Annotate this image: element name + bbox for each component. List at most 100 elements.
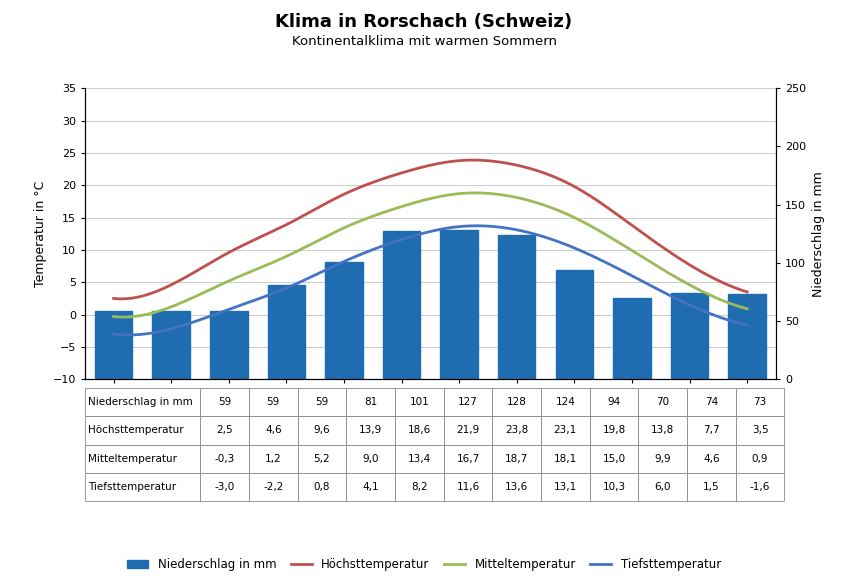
- Bar: [687, 388, 736, 416]
- Bar: [298, 416, 346, 445]
- Bar: [444, 473, 493, 501]
- Bar: [493, 388, 541, 416]
- Text: 3,5: 3,5: [751, 425, 768, 436]
- Bar: [346, 416, 395, 445]
- Text: -1,6: -1,6: [750, 482, 770, 492]
- Bar: [200, 473, 249, 501]
- Text: 2,5: 2,5: [216, 425, 233, 436]
- Bar: [326, 262, 363, 379]
- Bar: [613, 298, 650, 379]
- Text: 101: 101: [410, 397, 429, 407]
- Bar: [541, 445, 589, 473]
- Legend: Niederschlag in mm, Höchsttemperatur, Mitteltemperatur, Tiefsttemperatur: Niederschlag in mm, Höchsttemperatur, Mi…: [122, 554, 726, 576]
- Text: 124: 124: [555, 397, 575, 407]
- Text: 8,2: 8,2: [411, 482, 427, 492]
- Text: 10,3: 10,3: [602, 482, 626, 492]
- Text: 13,4: 13,4: [408, 453, 431, 464]
- Text: 9,0: 9,0: [362, 453, 379, 464]
- Y-axis label: Niederschlag in mm: Niederschlag in mm: [812, 171, 824, 296]
- Bar: [493, 473, 541, 501]
- Text: Kontinentalklima mit warmen Sommern: Kontinentalklima mit warmen Sommern: [292, 35, 556, 48]
- Text: Tiefsttemperatur: Tiefsttemperatur: [88, 482, 176, 492]
- Bar: [589, 416, 639, 445]
- Bar: [395, 445, 444, 473]
- Bar: [249, 416, 298, 445]
- Bar: [639, 445, 687, 473]
- Text: 73: 73: [753, 397, 767, 407]
- Bar: [671, 293, 708, 379]
- Text: 13,9: 13,9: [359, 425, 382, 436]
- Text: 74: 74: [705, 397, 718, 407]
- Text: 4,1: 4,1: [362, 482, 379, 492]
- Text: Klima in Rorschach (Schweiz): Klima in Rorschach (Schweiz): [276, 13, 572, 31]
- Bar: [200, 445, 249, 473]
- Text: 0,8: 0,8: [314, 482, 330, 492]
- Bar: [85, 473, 200, 501]
- Bar: [85, 445, 200, 473]
- Bar: [555, 270, 593, 379]
- Bar: [395, 388, 444, 416]
- Bar: [493, 445, 541, 473]
- Bar: [736, 445, 784, 473]
- Bar: [210, 310, 248, 379]
- Text: 19,8: 19,8: [602, 425, 626, 436]
- Bar: [200, 416, 249, 445]
- Text: 70: 70: [656, 397, 669, 407]
- Text: 0,9: 0,9: [752, 453, 768, 464]
- Text: 4,6: 4,6: [265, 425, 282, 436]
- Text: 18,6: 18,6: [408, 425, 431, 436]
- Bar: [493, 416, 541, 445]
- Text: 23,8: 23,8: [505, 425, 528, 436]
- Text: 21,9: 21,9: [456, 425, 480, 436]
- Text: 6,0: 6,0: [655, 482, 671, 492]
- Text: 81: 81: [364, 397, 377, 407]
- Text: 94: 94: [607, 397, 621, 407]
- Bar: [589, 473, 639, 501]
- Text: 59: 59: [266, 397, 280, 407]
- Text: -3,0: -3,0: [215, 482, 235, 492]
- Text: 18,1: 18,1: [554, 453, 577, 464]
- Bar: [85, 388, 200, 416]
- Text: 13,6: 13,6: [505, 482, 528, 492]
- Bar: [95, 310, 132, 379]
- Y-axis label: Temperatur in °C: Temperatur in °C: [34, 181, 47, 287]
- Bar: [736, 388, 784, 416]
- Bar: [298, 445, 346, 473]
- Bar: [444, 445, 493, 473]
- Bar: [736, 416, 784, 445]
- Bar: [728, 294, 766, 379]
- Bar: [85, 416, 200, 445]
- Bar: [541, 388, 589, 416]
- Text: 1,5: 1,5: [703, 482, 720, 492]
- Bar: [687, 445, 736, 473]
- Bar: [249, 445, 298, 473]
- Bar: [498, 235, 535, 379]
- Bar: [736, 473, 784, 501]
- Text: 59: 59: [218, 397, 232, 407]
- Bar: [268, 285, 305, 379]
- Bar: [687, 416, 736, 445]
- Text: 13,8: 13,8: [651, 425, 674, 436]
- Text: 9,9: 9,9: [655, 453, 671, 464]
- Bar: [440, 230, 478, 379]
- Text: 23,1: 23,1: [554, 425, 577, 436]
- Text: 4,6: 4,6: [703, 453, 720, 464]
- Bar: [639, 388, 687, 416]
- Bar: [200, 388, 249, 416]
- Text: 11,6: 11,6: [456, 482, 480, 492]
- Text: Mitteltemperatur: Mitteltemperatur: [88, 453, 177, 464]
- Text: 59: 59: [315, 397, 328, 407]
- Bar: [346, 445, 395, 473]
- Text: 15,0: 15,0: [602, 453, 626, 464]
- Bar: [346, 388, 395, 416]
- Bar: [639, 416, 687, 445]
- Text: 13,1: 13,1: [554, 482, 577, 492]
- Bar: [298, 388, 346, 416]
- Bar: [395, 473, 444, 501]
- Bar: [589, 445, 639, 473]
- Bar: [541, 416, 589, 445]
- Bar: [298, 473, 346, 501]
- Bar: [395, 416, 444, 445]
- Text: 18,7: 18,7: [505, 453, 528, 464]
- Bar: [589, 388, 639, 416]
